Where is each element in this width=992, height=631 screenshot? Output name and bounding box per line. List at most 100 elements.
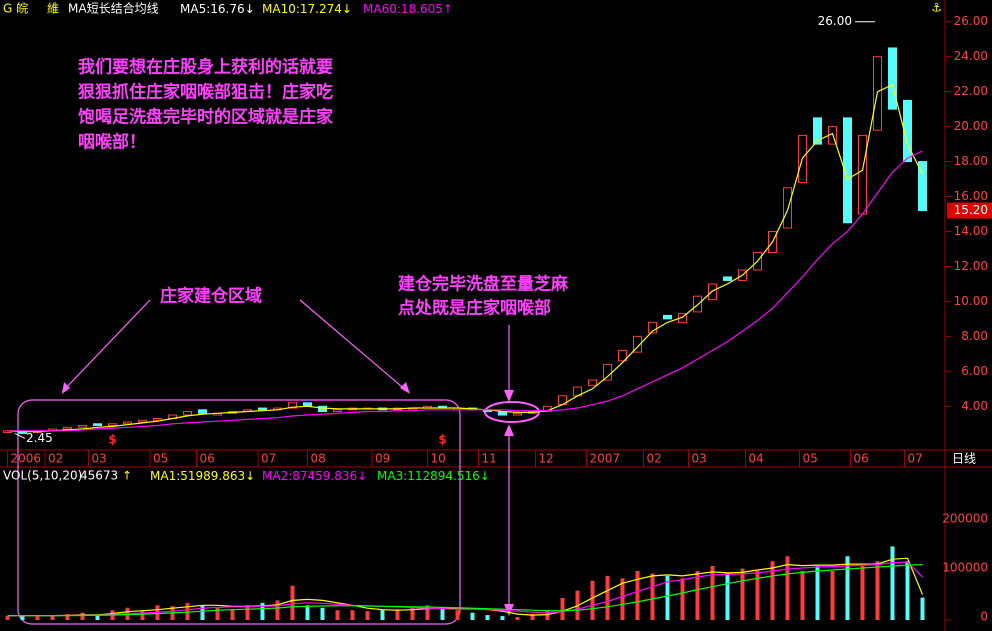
volume-bar bbox=[410, 607, 415, 620]
ma-line bbox=[7, 150, 923, 432]
volume-bar bbox=[515, 617, 520, 620]
volume-bar bbox=[200, 605, 205, 620]
volume-bar bbox=[635, 570, 640, 620]
x-tick-label: 06 bbox=[854, 452, 869, 466]
legend-item: MA5:16.76↓ bbox=[180, 2, 255, 16]
candle bbox=[723, 276, 732, 281]
candle bbox=[813, 117, 822, 145]
y-tick-label: 0 bbox=[980, 610, 988, 624]
candle bbox=[78, 425, 87, 428]
candle bbox=[603, 363, 612, 381]
volume-bar bbox=[680, 578, 685, 620]
x-tick-label: 12 bbox=[539, 452, 554, 466]
stock-name: 維 bbox=[47, 2, 59, 16]
x-tick-label: 2006 bbox=[11, 452, 42, 466]
volume-bar bbox=[305, 605, 310, 620]
volume-bar bbox=[380, 610, 385, 620]
candle bbox=[783, 187, 792, 229]
x-tick-label: 05 bbox=[153, 452, 168, 466]
volume-bar bbox=[755, 570, 760, 620]
candle bbox=[858, 134, 867, 215]
anchor-icon: ⚓ bbox=[931, 1, 942, 15]
annotation: 饱喝足洗盘完毕时的区域就是庄家 bbox=[78, 107, 333, 128]
legend-value: 112894.516 bbox=[407, 469, 480, 483]
x-tick-label: 10 bbox=[431, 452, 446, 466]
candle bbox=[318, 405, 327, 413]
candle bbox=[333, 409, 342, 413]
legend-text: MA10: bbox=[262, 2, 300, 16]
volume-bar bbox=[485, 615, 490, 620]
x-tick-label: 07 bbox=[908, 452, 923, 466]
volume-bar bbox=[920, 597, 925, 620]
candle bbox=[588, 379, 597, 386]
x-tick-label: 02 bbox=[48, 452, 63, 466]
legend-item: MA60:18.605↑ bbox=[363, 2, 453, 16]
arrow bbox=[299, 299, 409, 393]
candle bbox=[693, 295, 702, 313]
y-tick-label: 26.00 bbox=[954, 14, 988, 28]
arrow-head bbox=[504, 390, 514, 402]
volume-bar bbox=[320, 607, 325, 620]
volume-bar bbox=[365, 611, 370, 620]
volume-bar bbox=[620, 578, 625, 620]
volume-bar bbox=[260, 602, 265, 620]
volume-bar bbox=[710, 566, 715, 620]
volume-bar bbox=[50, 615, 55, 620]
candle bbox=[663, 314, 672, 320]
accumulation-zone bbox=[17, 399, 461, 625]
volume-bar bbox=[845, 556, 850, 620]
candle bbox=[153, 418, 162, 421]
volume-bar bbox=[875, 561, 880, 620]
volume-bar bbox=[455, 610, 460, 620]
volume-bar bbox=[335, 610, 340, 620]
annotation: 我们要想在庄股身上获利的话就要 bbox=[78, 57, 333, 78]
last-price-box bbox=[947, 202, 992, 219]
y-tick-label: 22.00 bbox=[954, 84, 988, 98]
volume-bar bbox=[650, 573, 655, 620]
candle bbox=[633, 335, 642, 353]
candle bbox=[258, 407, 267, 411]
x-tick-label: 03 bbox=[92, 452, 107, 466]
candle bbox=[138, 419, 147, 423]
legend-text: MA2: bbox=[262, 469, 292, 483]
y-tick-label: 10.00 bbox=[954, 294, 988, 308]
x-tick-label: 11 bbox=[482, 452, 497, 466]
legend-value: 18.605 bbox=[401, 2, 443, 16]
volume-bar bbox=[785, 556, 790, 620]
legend-arrow: ↑ bbox=[443, 2, 453, 16]
y-tick-label: 6.00 bbox=[961, 364, 988, 378]
volume-bar bbox=[890, 546, 895, 620]
volume-bar bbox=[95, 615, 100, 620]
candle bbox=[183, 411, 192, 416]
legend-value: 17.274 bbox=[300, 2, 342, 16]
high-label: 26.00 bbox=[818, 14, 852, 28]
ma-line bbox=[7, 83, 924, 433]
stock-name: G 皖 bbox=[3, 2, 28, 16]
volume-bar bbox=[905, 561, 910, 620]
annotation: 咽喉部！ bbox=[78, 132, 146, 153]
annotation-shapes bbox=[17, 299, 540, 625]
y-tick-label: 100000 bbox=[942, 560, 988, 574]
signal: $ bbox=[438, 433, 446, 447]
x-tick-label: 04 bbox=[749, 452, 764, 466]
arrow-head bbox=[400, 382, 410, 394]
indicator-name: MA短长结合均线 bbox=[68, 1, 159, 16]
candle bbox=[63, 426, 72, 430]
legend-item: MA2:87459.836↓ bbox=[262, 469, 367, 483]
volume-bar bbox=[350, 610, 355, 620]
volume-ma-line bbox=[7, 564, 923, 617]
volume-bar bbox=[770, 561, 775, 620]
volume-bar bbox=[65, 614, 70, 620]
volume-last-arrow: ↑ bbox=[122, 469, 132, 483]
y-tick-label: 12.00 bbox=[954, 259, 988, 273]
annotation: 点处既是庄家咽喉部 bbox=[398, 298, 551, 319]
candle bbox=[843, 117, 852, 224]
volume-bar bbox=[395, 609, 400, 620]
signal: $ bbox=[108, 433, 116, 447]
annotation: 狠狠抓住庄家咽喉部狙击！庄家吃 bbox=[78, 82, 333, 103]
candle bbox=[918, 161, 927, 212]
candle bbox=[108, 423, 117, 427]
legend-value: 51989.863 bbox=[180, 469, 245, 483]
